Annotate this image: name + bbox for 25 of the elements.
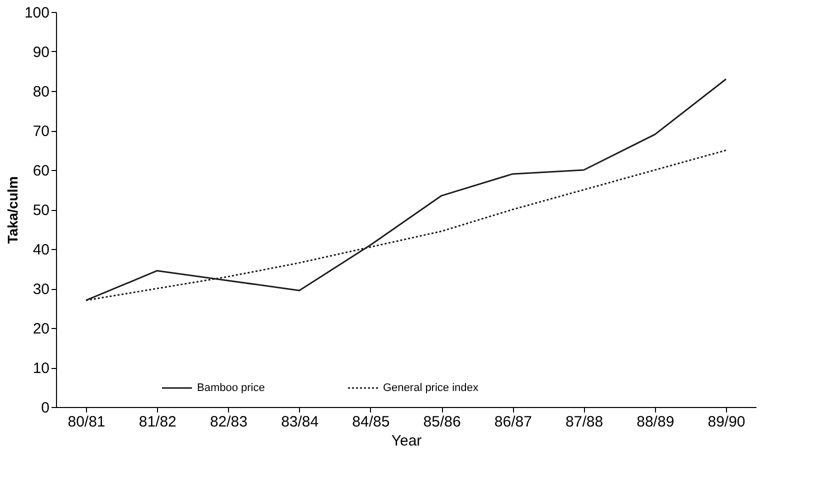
x-tick-label: 89/90	[708, 414, 746, 430]
x-tick-label: 85/86	[423, 414, 461, 430]
y-tick-label: 30	[32, 281, 50, 298]
x-tick-label: 80/81	[68, 414, 106, 430]
y-tick-label: 10	[32, 360, 50, 377]
y-tick-label: 20	[32, 320, 50, 338]
y-tick-label: 100	[24, 4, 50, 22]
x-tick-label: 82/83	[210, 414, 248, 430]
x-tick-label: 83/84	[281, 414, 319, 430]
y-tick-label: 90	[32, 44, 50, 61]
y-tick-label: 0	[41, 400, 50, 416]
legend-label: General price index	[383, 382, 479, 394]
x-tick-label: 81/82	[138, 414, 176, 430]
x-tick-label: 86/87	[494, 414, 532, 430]
x-tick-label: 87/88	[566, 414, 604, 430]
y-tick-label: 60	[32, 162, 50, 180]
y-axis-title: Taka/culm	[4, 176, 20, 244]
y-tick-label: 40	[32, 242, 50, 258]
y-tick-label: 80	[32, 84, 50, 100]
y-tick-label: 70	[32, 123, 50, 140]
legend-label: Bamboo price	[197, 382, 265, 394]
x-axis-title: Year	[391, 432, 422, 450]
x-tick-label: 84/85	[352, 414, 390, 430]
x-tick-label: 88/89	[636, 414, 674, 430]
y-tick-label: 50	[32, 202, 50, 219]
